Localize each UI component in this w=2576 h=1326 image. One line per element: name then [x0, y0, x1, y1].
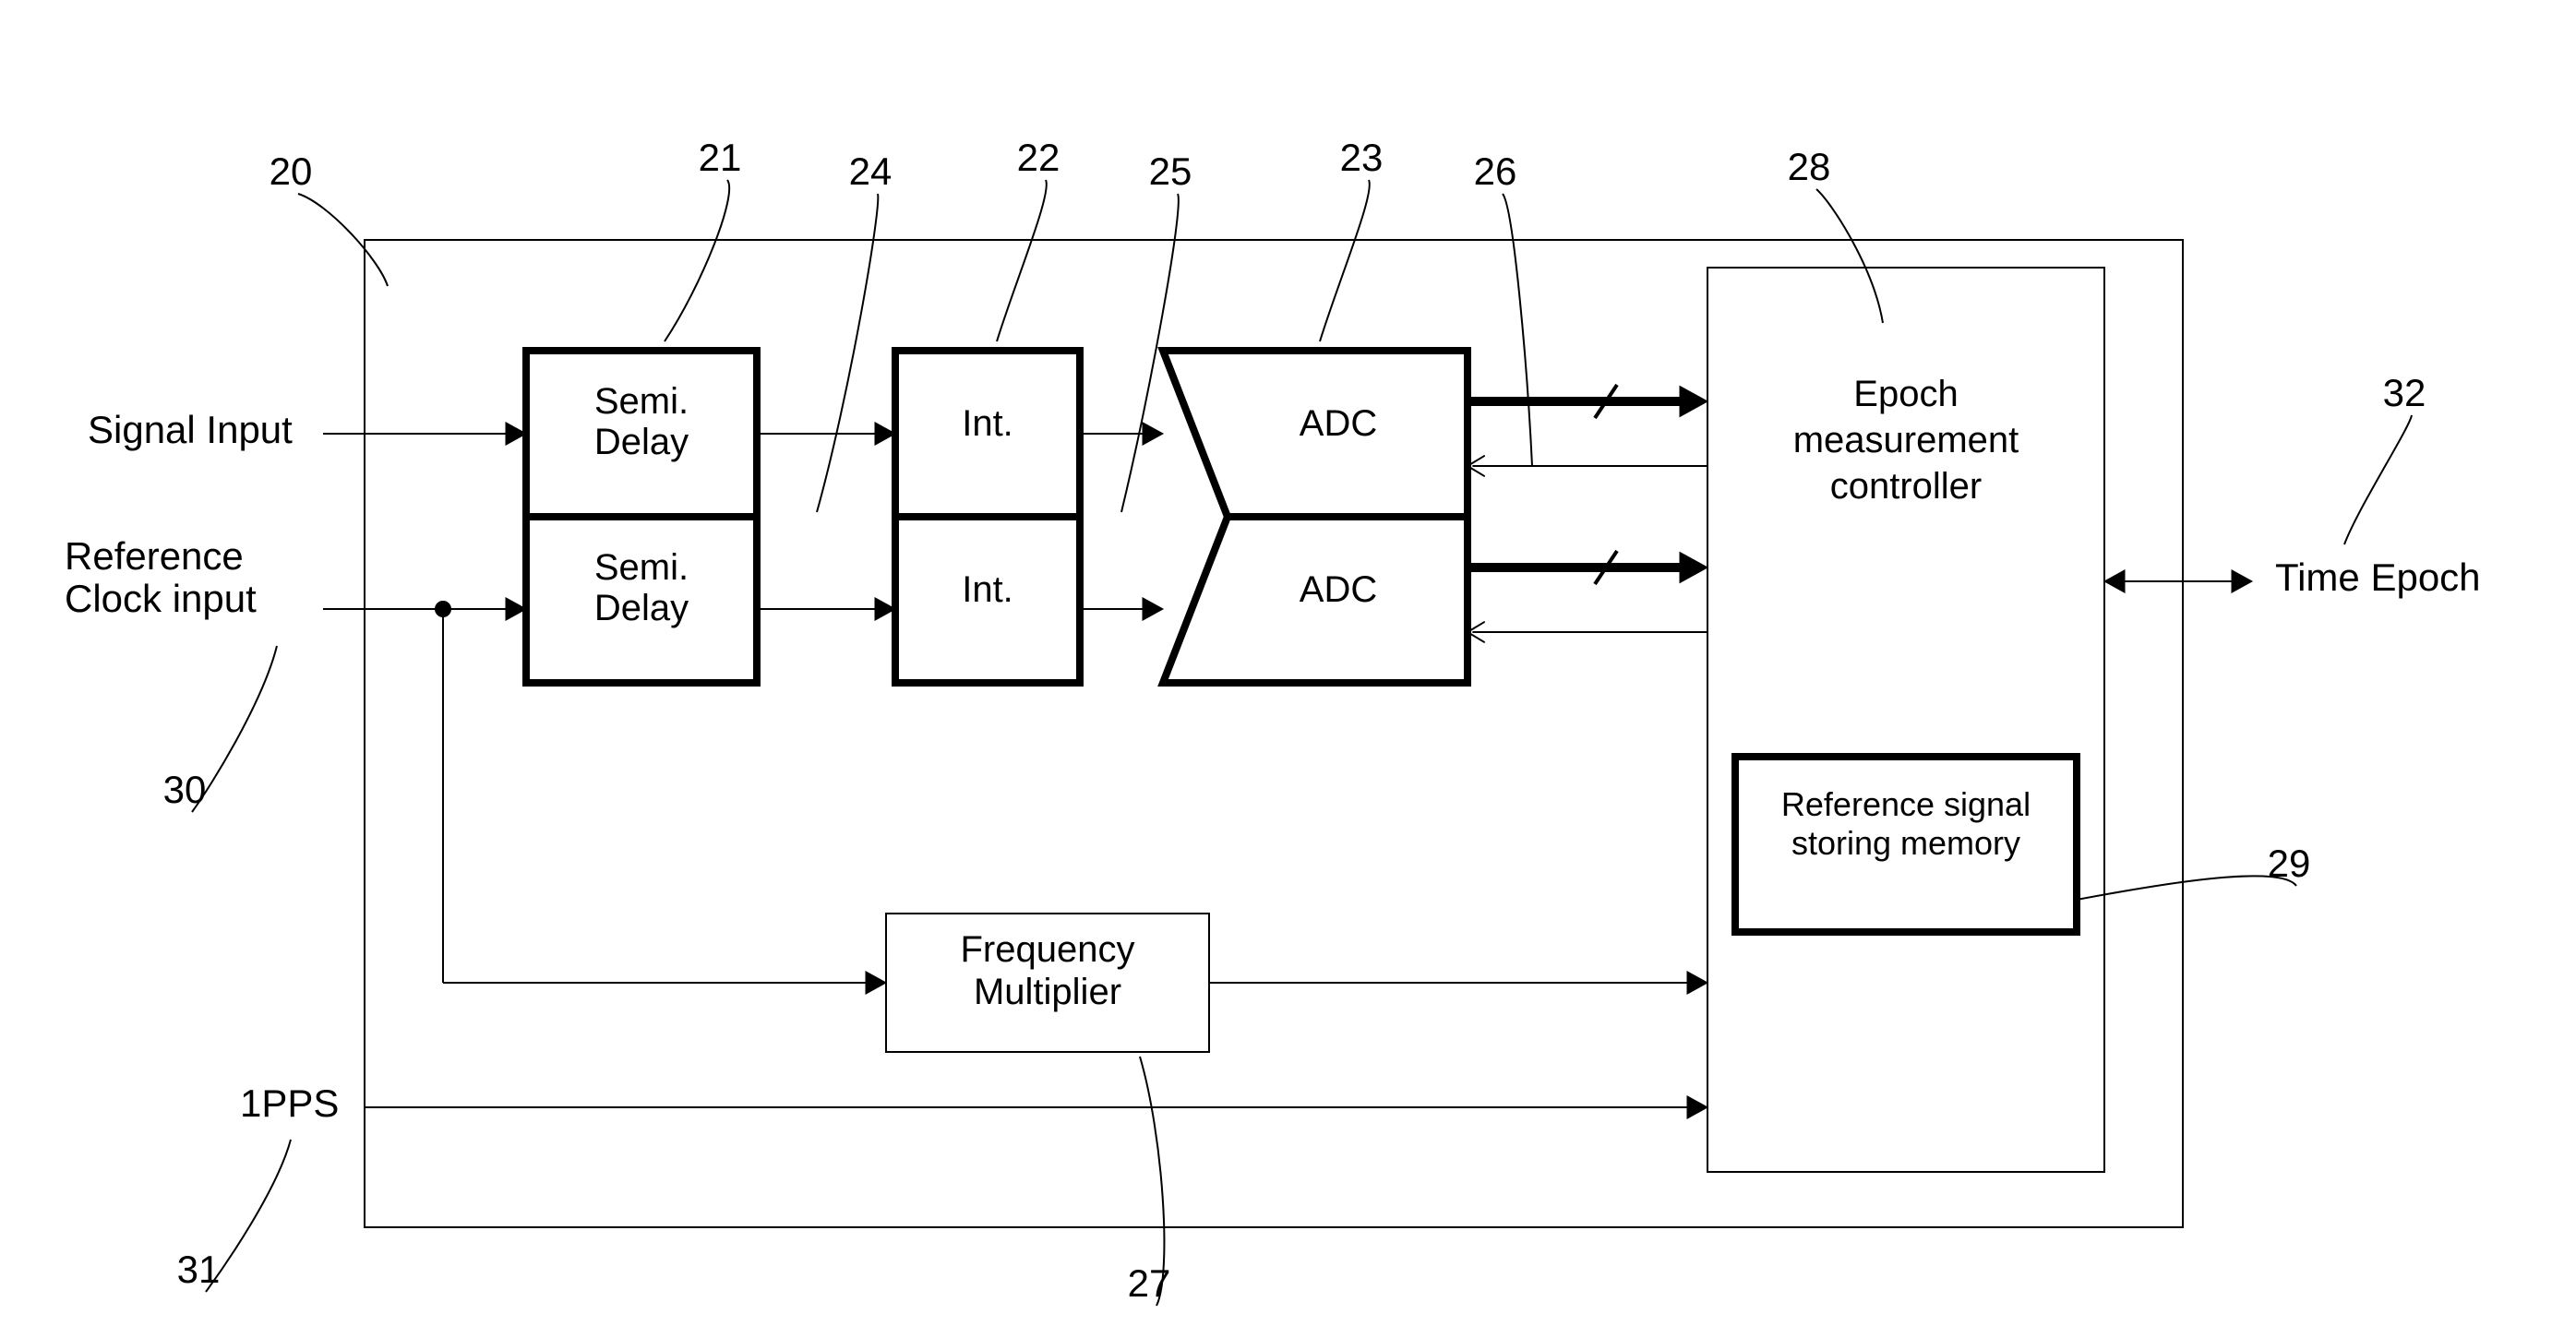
int-bot-label: Int.: [962, 569, 1013, 610]
epoch-controller-label: Epochmeasurementcontroller: [1793, 374, 2019, 507]
ref-leader-24: [817, 194, 878, 512]
ref-label-23: 23: [1340, 136, 1384, 179]
pps-input-label: 1PPS: [240, 1081, 339, 1125]
ref-leader-32: [2344, 415, 2412, 544]
ref-leader-23: [1320, 180, 1370, 341]
ref-label-24: 24: [849, 149, 893, 193]
ref-label-20: 20: [270, 149, 313, 193]
ref-label-32: 32: [2383, 371, 2426, 414]
time-epoch-label: Time Epoch: [2275, 555, 2481, 599]
signal-input-label: Signal Input: [88, 408, 293, 451]
frequency-multiplier-label: FrequencyMultiplier: [961, 929, 1135, 1012]
semi-delay-bot-label: Semi.Delay: [594, 547, 689, 628]
adc-top-label: ADC: [1300, 403, 1377, 444]
ref-label-22: 22: [1017, 136, 1060, 179]
ref-label-28: 28: [1788, 145, 1831, 188]
ref-label-31: 31: [177, 1248, 221, 1291]
ref-leader-22: [997, 180, 1047, 341]
ref-label-21: 21: [699, 136, 742, 179]
ref-leader-28: [1816, 189, 1883, 323]
ref-leader-21: [665, 180, 729, 341]
semi-delay-top-label: Semi.Delay: [594, 381, 689, 462]
ref-label-29: 29: [2268, 842, 2311, 885]
adc-bot-label: ADC: [1300, 569, 1377, 610]
ref-leader-26: [1503, 194, 1532, 466]
reference-memory-label: Reference signalstoring memory: [1781, 785, 2031, 862]
ref-label-25: 25: [1149, 149, 1192, 193]
ref-label-30: 30: [163, 768, 207, 811]
ref-clock-input-label: ReferenceClock input: [65, 534, 257, 620]
int-top-label: Int.: [962, 403, 1013, 444]
ref-leader-29: [2077, 876, 2296, 900]
ref-label-26: 26: [1474, 149, 1517, 193]
